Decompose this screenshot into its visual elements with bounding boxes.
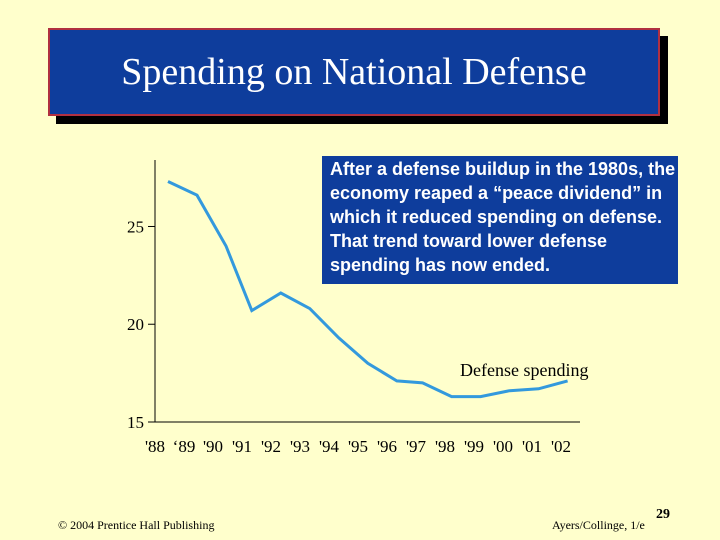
y-tick-label: 25 xyxy=(127,217,144,236)
series-label: Defense spending xyxy=(460,360,589,380)
copyright-footer: © 2004 Prentice Hall Publishing xyxy=(58,518,215,532)
callout-box xyxy=(322,156,678,284)
x-tick-label: '94 xyxy=(319,437,340,456)
x-tick-label: '90 xyxy=(203,437,223,456)
slide-title: Spending on National Defense xyxy=(121,51,587,93)
y-tick-label: 20 xyxy=(127,315,144,334)
x-tick-label: '00 xyxy=(493,437,513,456)
callout-text: After a defense buildup in the 1980s, th… xyxy=(330,159,676,275)
author-footer: Ayers/Collinge, 1/e xyxy=(552,518,645,532)
page-number: 29 xyxy=(656,507,670,522)
x-ticks: '88 ‘89 '90 '91 '92 '93 '94 '95 '96 '97 '98 '99 '00 '… xyxy=(145,437,571,456)
x-tick-label: '93 xyxy=(290,437,310,456)
x-tick-label: '02 xyxy=(551,437,571,456)
x-tick-label: '97 xyxy=(406,437,427,456)
x-tick-label: '91 xyxy=(232,437,252,456)
x-tick-label: '98 xyxy=(435,437,455,456)
title-banner: Spending on National Defense xyxy=(48,28,660,116)
x-tick-label: ‘89 xyxy=(173,437,196,456)
x-tick-label: '95 xyxy=(348,437,368,456)
x-tick-label: '99 xyxy=(464,437,484,456)
x-tick-label: '92 xyxy=(261,437,281,456)
x-tick-label: '01 xyxy=(522,437,542,456)
chart-axes xyxy=(154,160,580,423)
y-tick-label: 15 xyxy=(127,413,144,432)
x-tick-label: '88 xyxy=(145,437,165,456)
y-ticks: 15 20 25 xyxy=(127,217,155,432)
defense-spending-line xyxy=(167,180,568,399)
x-tick-label: '96 xyxy=(377,437,397,456)
